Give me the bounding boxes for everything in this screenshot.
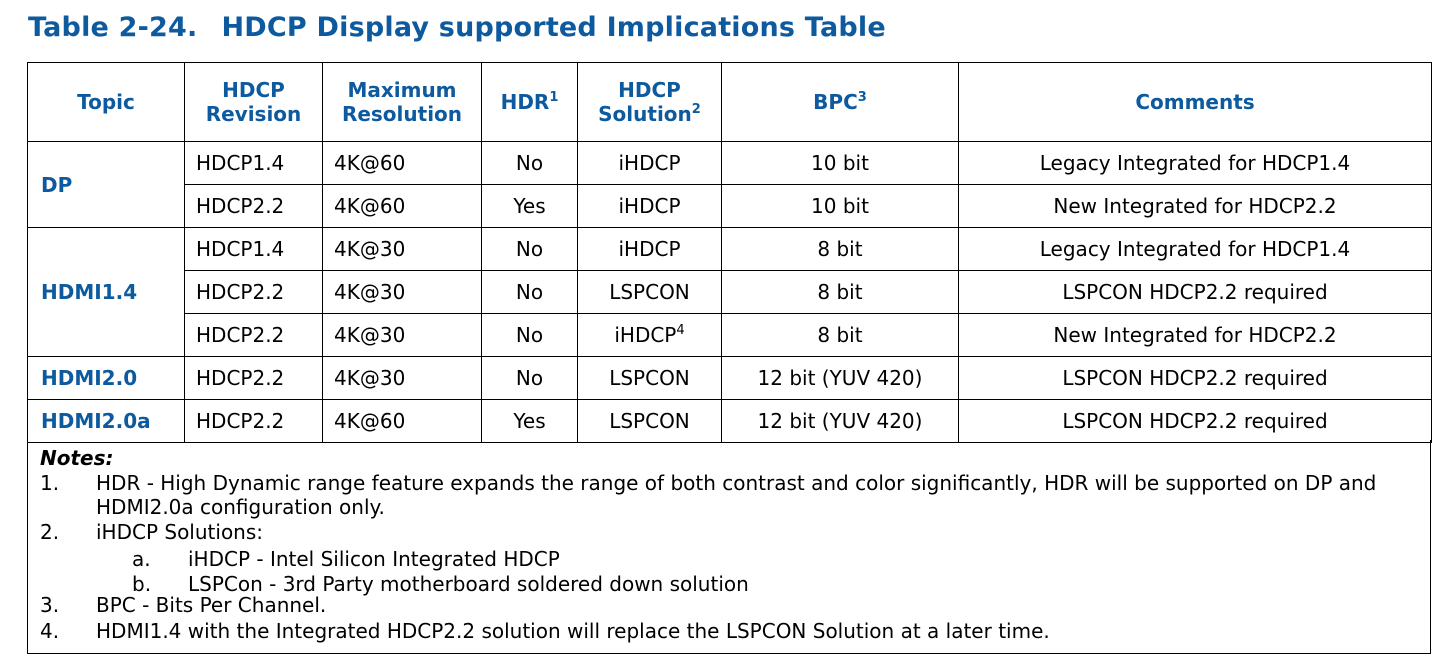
revision-cell: HDCP2.2	[184, 313, 323, 357]
comments-cell: New Integrated for HDCP2.2	[958, 184, 1432, 228]
topic-cell: HDMI2.0a	[27, 399, 185, 443]
note-text: BPC - Bits Per Channel.	[96, 593, 327, 617]
notes-heading: Notes:	[40, 446, 114, 470]
hdr-cell: No	[481, 141, 578, 185]
revision-cell: HDCP2.2	[184, 184, 323, 228]
note-text: iHDCP Solutions:	[96, 520, 264, 544]
bpc-cell: 12 bit (YUV 420)	[721, 356, 959, 400]
hdr-cell: No	[481, 270, 578, 314]
bpc-cell: 8 bit	[721, 313, 959, 357]
header-bpc: BPC3	[721, 62, 959, 142]
hdr-cell: No	[481, 227, 578, 271]
solution-cell: LSPCON	[577, 399, 722, 443]
solution-cell: iHDCP	[577, 227, 722, 271]
hdr-cell: Yes	[481, 399, 578, 443]
bpc-cell: 8 bit	[721, 270, 959, 314]
note-number: 4.	[40, 619, 60, 643]
topic-cell: HDMI1.4	[27, 227, 185, 357]
comments-cell: LSPCON HDCP2.2 required	[958, 399, 1432, 443]
bpc-cell: 12 bit (YUV 420)	[721, 399, 959, 443]
table-row: HDMI2.0 HDCP2.2 4K@30 No LSPCON 12 bit (…	[27, 356, 1432, 400]
bpc-cell: 10 bit	[721, 184, 959, 228]
header-revision: HDCP Revision	[184, 62, 323, 142]
table-row: HDCP2.2 4K@60 Yes iHDCP 10 bit New Integ…	[28, 184, 1432, 228]
header-solution: HDCP Solution2	[577, 62, 722, 142]
note-sub-text: LSPCon - 3rd Party motherboard soldered …	[188, 572, 749, 596]
comments-cell: LSPCON HDCP2.2 required	[958, 356, 1432, 400]
note-sub-letter: a.	[132, 547, 151, 571]
hdr-cell: No	[481, 356, 578, 400]
revision-cell: HDCP2.2	[184, 356, 323, 400]
footnote-ref: 3	[857, 90, 867, 105]
revision-cell: HDCP1.4	[184, 141, 323, 185]
table-title: Table 2-24. HDCP Display supported Implic…	[28, 12, 886, 43]
revision-cell: HDCP2.2	[184, 270, 323, 314]
note-sub-text: iHDCP - Intel Silicon Integrated HDCP	[188, 547, 560, 571]
resolution-cell: 4K@30	[322, 227, 482, 271]
table-row: HDMI2.0a HDCP2.2 4K@60 Yes LSPCON 12 bit…	[27, 399, 1432, 443]
note-text: HDMI1.4 with the Integrated HDCP2.2 solu…	[96, 619, 1050, 643]
footnote-ref: 2	[691, 102, 701, 117]
table-row: HDMI1.4 HDCP1.4 4K@30 No iHDCP 8 bit Leg…	[27, 227, 1432, 357]
hdr-cell: No	[481, 313, 578, 357]
resolution-cell: 4K@60	[322, 141, 482, 185]
comments-cell: Legacy Integrated for HDCP1.4	[958, 141, 1432, 185]
header-comments: Comments	[958, 62, 1432, 142]
resolution-cell: 4K@30	[322, 356, 482, 400]
solution-cell: iHDCP	[577, 141, 722, 185]
comments-cell: New Integrated for HDCP2.2	[958, 313, 1432, 357]
table-number: Table 2-24.	[28, 12, 198, 43]
note-number: 1.	[40, 471, 60, 495]
footnote-ref: 1	[549, 90, 559, 105]
note-sub-letter: b.	[132, 572, 152, 596]
bpc-cell: 10 bit	[721, 141, 959, 185]
solution-cell: LSPCON	[577, 356, 722, 400]
header-resolution: Maximum Resolution	[322, 62, 482, 142]
revision-cell: HDCP2.2	[184, 399, 323, 443]
note-number: 3.	[40, 593, 60, 617]
resolution-cell: 4K@60	[322, 184, 482, 228]
header-row: Topic HDCP Revision Maximum Resolution HDR…	[27, 62, 1432, 142]
table-row: HDCP2.2 4K@30 No LSPCON 8 bit LSPCON HDC…	[28, 270, 1432, 314]
bpc-cell: 8 bit	[721, 227, 959, 271]
resolution-cell: 4K@30	[322, 313, 482, 357]
solution-cell: iHDCP	[577, 184, 722, 228]
revision-cell: HDCP1.4	[184, 227, 323, 271]
note-number: 2.	[40, 520, 60, 544]
solution-cell: LSPCON	[577, 270, 722, 314]
comments-cell: Legacy Integrated for HDCP1.4	[958, 227, 1432, 271]
header-hdr: HDR1	[481, 62, 578, 142]
resolution-cell: 4K@60	[322, 399, 482, 443]
table-row: DP HDCP1.4 4K@60 No iHDCP 10 bit Legacy …	[27, 141, 1432, 228]
note-text: HDR - High Dynamic range feature expands…	[96, 471, 1377, 519]
table-row: HDCP2.2 4K@30 No iHDCP4 8 bit New Integr…	[28, 313, 1432, 357]
header-topic: Topic	[27, 62, 185, 142]
table-title-text: HDCP Display supported Implications Tabl…	[221, 12, 886, 43]
notes-section: Notes: 1. HDR - High Dynamic range featu…	[27, 440, 1431, 654]
solution-cell: iHDCP4	[577, 313, 722, 357]
topic-cell: HDMI2.0	[27, 356, 185, 400]
comments-cell: LSPCON HDCP2.2 required	[958, 270, 1432, 314]
resolution-cell: 4K@30	[322, 270, 482, 314]
footnote-ref: 4	[676, 323, 685, 338]
topic-cell: DP	[27, 141, 185, 228]
hdr-cell: Yes	[481, 184, 578, 228]
hdcp-table: Topic HDCP Revision Maximum Resolution HDR…	[27, 62, 1432, 443]
